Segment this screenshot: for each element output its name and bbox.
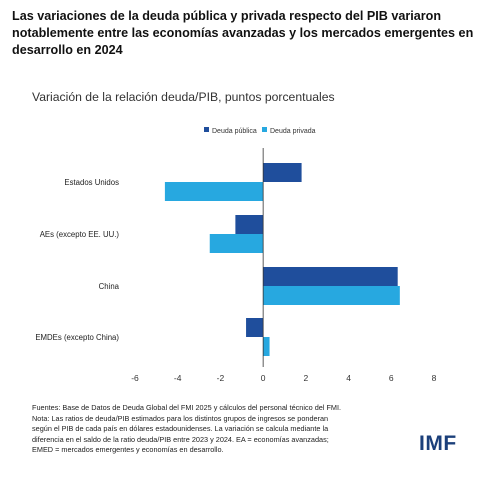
category-labels: Estados Unidos AEs (excepto EE. UU.) China… bbox=[35, 178, 119, 342]
x-axis: -6 -4 -2 0 2 4 6 8 bbox=[131, 148, 437, 383]
chart-subtitle: Variación de la relación deuda/PIB, punt… bbox=[32, 90, 335, 104]
legend: Deuda pública Deuda privada bbox=[204, 127, 316, 135]
bar bbox=[263, 163, 302, 182]
bar bbox=[209, 234, 264, 253]
x-tick-label: 8 bbox=[432, 373, 437, 383]
footer-note-line: según el PIB de cada país en dólares est… bbox=[32, 424, 329, 434]
imf-logo: IMF bbox=[419, 432, 457, 455]
category-label: China bbox=[99, 282, 120, 291]
footer-sources: Fuentes: Base de Datos de Deuda Global d… bbox=[32, 403, 342, 412]
category-label: Estados Unidos bbox=[64, 178, 119, 187]
footer-note-line: diferencia en el saldo de la ratio deuda… bbox=[32, 434, 329, 444]
footer-notes: Fuentes: Base de Datos de Deuda Global d… bbox=[32, 403, 382, 456]
bar bbox=[263, 267, 398, 286]
legend-label: Deuda pública bbox=[212, 128, 257, 135]
bar bbox=[263, 337, 270, 356]
category-label: EMDEs (excepto China) bbox=[35, 333, 119, 342]
bar bbox=[235, 215, 264, 234]
bar bbox=[246, 318, 264, 337]
bar bbox=[263, 286, 400, 305]
x-tick-label: -6 bbox=[131, 373, 139, 383]
footer-note-line: Nota: Las ratios de deuda/PIB estimados … bbox=[32, 413, 329, 423]
x-tick-label: 2 bbox=[303, 373, 308, 383]
legend-label: Deuda privada bbox=[270, 128, 316, 135]
bar bbox=[164, 182, 264, 201]
x-tick-label: -4 bbox=[174, 373, 182, 383]
chart-title: Las variaciones de la deuda pública y pr… bbox=[12, 9, 474, 57]
legend-swatch bbox=[204, 127, 209, 132]
x-tick-label: 6 bbox=[389, 373, 394, 383]
bars-group bbox=[164, 163, 400, 356]
category-label: AEs (excepto EE. UU.) bbox=[40, 230, 120, 239]
bar-chart: Deuda pública Deuda privada Estados Unido… bbox=[35, 127, 437, 383]
x-tick-label: 4 bbox=[346, 373, 351, 383]
footer-note-line: EMED = mercados emergentes y economías e… bbox=[32, 445, 224, 455]
x-tick-label: 0 bbox=[261, 373, 266, 383]
x-tick-label: -2 bbox=[217, 373, 225, 383]
legend-swatch bbox=[262, 127, 267, 132]
